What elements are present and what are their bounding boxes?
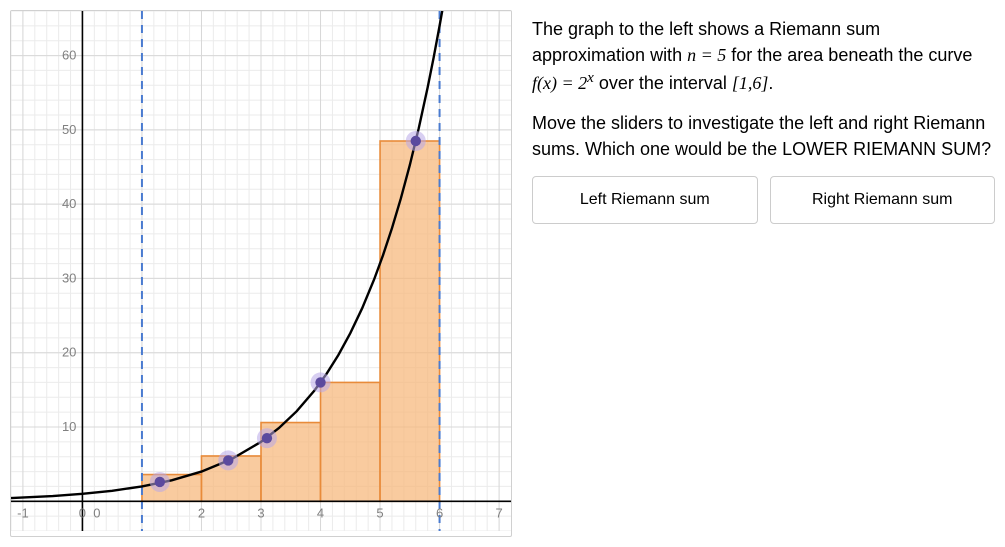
question-panel: The graph to the left shows a Riemann su… <box>532 10 995 224</box>
svg-text:2: 2 <box>198 505 205 520</box>
riemann-chart[interactable]: -1 0 2 3 4 5 6 7 10 20 30 40 50 60 0 <box>11 11 511 531</box>
svg-text:50: 50 <box>62 122 76 137</box>
svg-text:0: 0 <box>93 505 100 520</box>
interval: [1,6] <box>732 73 769 93</box>
t1b: for the area beneath the curve <box>731 45 972 65</box>
svg-text:3: 3 <box>257 505 264 520</box>
svg-text:-1: -1 <box>17 505 29 520</box>
svg-text:60: 60 <box>62 48 76 63</box>
chart-panel: -1 0 2 3 4 5 6 7 10 20 30 40 50 60 0 <box>10 10 512 537</box>
svg-text:30: 30 <box>62 270 76 285</box>
n-equals: n = 5 <box>687 45 726 65</box>
answer-buttons: Left Riemann sum Right Riemann sum <box>532 176 995 224</box>
fx-eq: f(x) = 2 <box>532 73 587 93</box>
svg-text:10: 10 <box>62 419 76 434</box>
svg-text:20: 20 <box>62 345 76 360</box>
prompt-paragraph-1: The graph to the left shows a Riemann su… <box>532 16 995 96</box>
svg-text:40: 40 <box>62 196 76 211</box>
svg-text:7: 7 <box>495 505 502 520</box>
svg-text:0: 0 <box>79 505 86 520</box>
svg-text:5: 5 <box>376 505 383 520</box>
right-riemann-button[interactable]: Right Riemann sum <box>770 176 996 224</box>
period: . <box>768 73 773 93</box>
svg-text:6: 6 <box>436 505 443 520</box>
riemann-bars <box>142 141 440 501</box>
prompt-paragraph-2: Move the sliders to investigate the left… <box>532 110 995 162</box>
fx-exp: x <box>587 70 594 86</box>
t1c: over the interval <box>599 73 732 93</box>
left-riemann-button[interactable]: Left Riemann sum <box>532 176 758 224</box>
svg-text:4: 4 <box>317 505 324 520</box>
